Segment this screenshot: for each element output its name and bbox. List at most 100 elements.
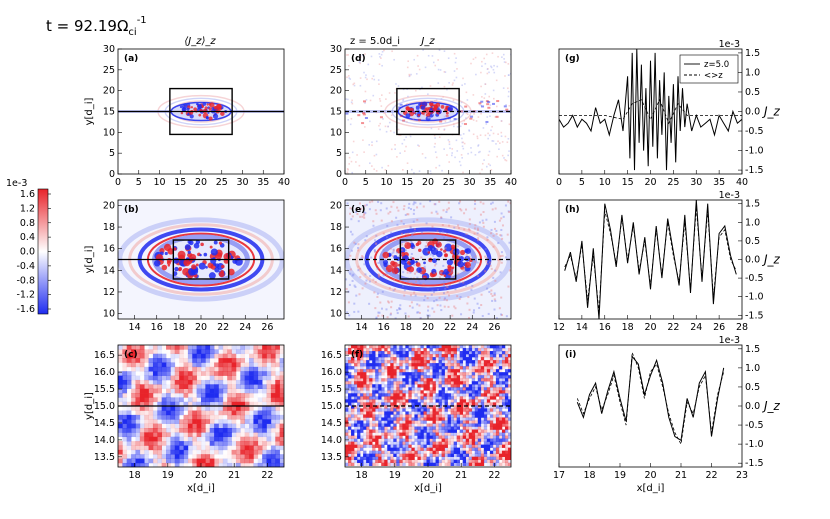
y-tick-label: 16 bbox=[330, 244, 342, 255]
x-tick-label: 30 bbox=[236, 177, 248, 188]
y-tick-label: 20 bbox=[103, 86, 115, 97]
colorbar-tick-label: -0.8 bbox=[16, 275, 35, 286]
legend: z=5.0<>z bbox=[679, 54, 739, 84]
y-tick-label: 12 bbox=[330, 287, 342, 298]
y-tick-label: -0.5 bbox=[745, 126, 764, 137]
panel-b: 14 16 18 20 22 24 26 10 12 14 16 18 20 y[d_i] (b) bbox=[84, 199, 285, 333]
panel-label: (a) bbox=[124, 54, 138, 64]
y-tick-label: 5 bbox=[336, 148, 342, 159]
y-tick-label: 0.5 bbox=[745, 87, 760, 98]
zoom-box bbox=[399, 239, 457, 280]
y-tick-label: -1.5 bbox=[745, 458, 764, 469]
x-tick-label: 40 bbox=[736, 177, 748, 188]
colorbar-ticks: 1.6 1.2 0.8 0.4 0.0 -0.4 -0.8 -1.2 -1.6 bbox=[16, 189, 51, 315]
panel-c: 18 19 20 21 22 13.5 14.0 14.5 15.0 15.5 16.0 16.5 y[… bbox=[84, 344, 285, 494]
panel-a: 0 5 10 15 20 25 30 35 40 0 5 10 15 20 25 30 y[d_i] (a) bbox=[84, 44, 290, 188]
x-tick-label: 22 bbox=[217, 322, 229, 333]
y-tick-label: 12 bbox=[103, 287, 115, 298]
x-tick-label: 21 bbox=[675, 470, 687, 481]
y-tick-label: 14.0 bbox=[94, 435, 115, 446]
y-axis-label: J_z bbox=[762, 105, 781, 119]
x-tick-label: 20 bbox=[422, 177, 434, 188]
x-tick-label: 26 bbox=[261, 322, 273, 333]
y-tick-label: 16.0 bbox=[94, 367, 115, 378]
y-tick-label: 1.0 bbox=[745, 363, 760, 374]
y-tick-label: 0.0 bbox=[745, 255, 760, 266]
panel-h: 1e-3 J_z 12 14 16 18 20 22 24 26 28 1.5 1.0 0.5 0.0 -0.… bbox=[553, 190, 781, 333]
panel-label: (c) bbox=[124, 350, 138, 360]
y-axis-label: J_z bbox=[762, 253, 781, 267]
heatmap-field bbox=[345, 345, 511, 467]
panel-f: 18 19 20 21 22 13.5 14.0 14.5 15.0 15.5 16.0 16.5 x[… bbox=[321, 344, 512, 494]
x-axis-label: x[d_i] bbox=[414, 483, 442, 494]
y-tick-label: 16.0 bbox=[321, 367, 342, 378]
x-tick-label: 10 bbox=[380, 177, 392, 188]
x-tick-label: 23 bbox=[736, 470, 748, 481]
panel-i: 1e-3 J_z 17 18 19 20 21 22 23 1.5 1.0 0.5 0.0 -0.5 -1.… bbox=[553, 335, 781, 494]
colorbar-tick-label: 1.6 bbox=[20, 189, 35, 200]
x-tick-label: 22 bbox=[261, 470, 273, 481]
y-axis-label: J_z bbox=[762, 399, 781, 413]
y-tick-label: 20 bbox=[103, 200, 115, 211]
y-tick-label: 20 bbox=[330, 86, 342, 97]
panel-label: (e) bbox=[351, 205, 365, 215]
x-tick-label: 0 bbox=[115, 177, 121, 188]
y-tick-label: 1.5 bbox=[745, 199, 760, 210]
series-line-average bbox=[564, 207, 737, 312]
x-tick-label: 19 bbox=[162, 470, 174, 481]
y-tick-label: 30 bbox=[330, 44, 342, 55]
y-tick-label: 15.5 bbox=[94, 384, 115, 395]
x-tick-label: 40 bbox=[278, 177, 290, 188]
time-label: t = 92.19Ωci-1 bbox=[46, 15, 147, 38]
y-tick-label: 0.0 bbox=[745, 107, 760, 118]
x-tick-label: 20 bbox=[195, 470, 207, 481]
col1-title: ⟨J_z⟩_z bbox=[184, 36, 216, 47]
legend-entry: z=5.0 bbox=[704, 60, 729, 70]
x-tick-label: 15 bbox=[401, 177, 413, 188]
y-tick-label: -1.5 bbox=[745, 165, 764, 176]
x-tick-label: 20 bbox=[644, 177, 656, 188]
y-tick-label: 0.5 bbox=[745, 382, 760, 393]
y-tick-label: -1.0 bbox=[745, 146, 764, 157]
x-tick-label: 10 bbox=[599, 177, 611, 188]
series-line-average bbox=[559, 98, 742, 125]
y-tick-label: 25 bbox=[330, 65, 342, 76]
x-tick-label: 20 bbox=[422, 470, 434, 481]
y-tick-label: 1.5 bbox=[745, 344, 760, 355]
colorbar-tick-label: -0.4 bbox=[16, 261, 35, 272]
x-tick-label: 30 bbox=[463, 177, 475, 188]
colorbar bbox=[37, 188, 49, 315]
y-tick-label: 0.5 bbox=[745, 236, 760, 247]
y-tick-label: 15 bbox=[330, 107, 342, 118]
axes-frame bbox=[558, 199, 743, 320]
x-tick-label: 19 bbox=[389, 470, 401, 481]
x-tick-label: 20 bbox=[195, 322, 207, 333]
x-tick-label: 25 bbox=[667, 177, 679, 188]
x-tick-label: 35 bbox=[713, 177, 725, 188]
x-tick-label: 15 bbox=[174, 177, 186, 188]
y-tick-label: 13.5 bbox=[321, 452, 342, 463]
scale-label: 1e-3 bbox=[719, 335, 740, 346]
series-line-average bbox=[576, 352, 725, 446]
x-axis-label: x[d_i] bbox=[187, 483, 215, 494]
y-tick-label: -0.5 bbox=[745, 273, 764, 284]
panel-label: (d) bbox=[351, 54, 366, 64]
x-tick-label: 14 bbox=[129, 322, 141, 333]
x-tick-label: 35 bbox=[484, 177, 496, 188]
x-tick-label: 16 bbox=[378, 322, 390, 333]
x-tick-label: 18 bbox=[400, 322, 412, 333]
x-tick-label: 25 bbox=[216, 177, 228, 188]
panel-label: (f) bbox=[351, 350, 363, 360]
x-tick-label: 21 bbox=[455, 470, 467, 481]
y-tick-label: 15.0 bbox=[94, 401, 115, 412]
x-tick-label: 16 bbox=[599, 322, 611, 333]
y-tick-label: 5 bbox=[109, 148, 115, 159]
y-tick-label: 1.0 bbox=[745, 217, 760, 228]
x-tick-label: 24 bbox=[690, 322, 702, 333]
y-tick-label: 16.5 bbox=[94, 350, 115, 361]
x-tick-label: 0 bbox=[342, 177, 348, 188]
series-line-z5 bbox=[564, 200, 737, 319]
x-tick-label: 24 bbox=[239, 322, 251, 333]
x-tick-label: 22 bbox=[667, 322, 679, 333]
